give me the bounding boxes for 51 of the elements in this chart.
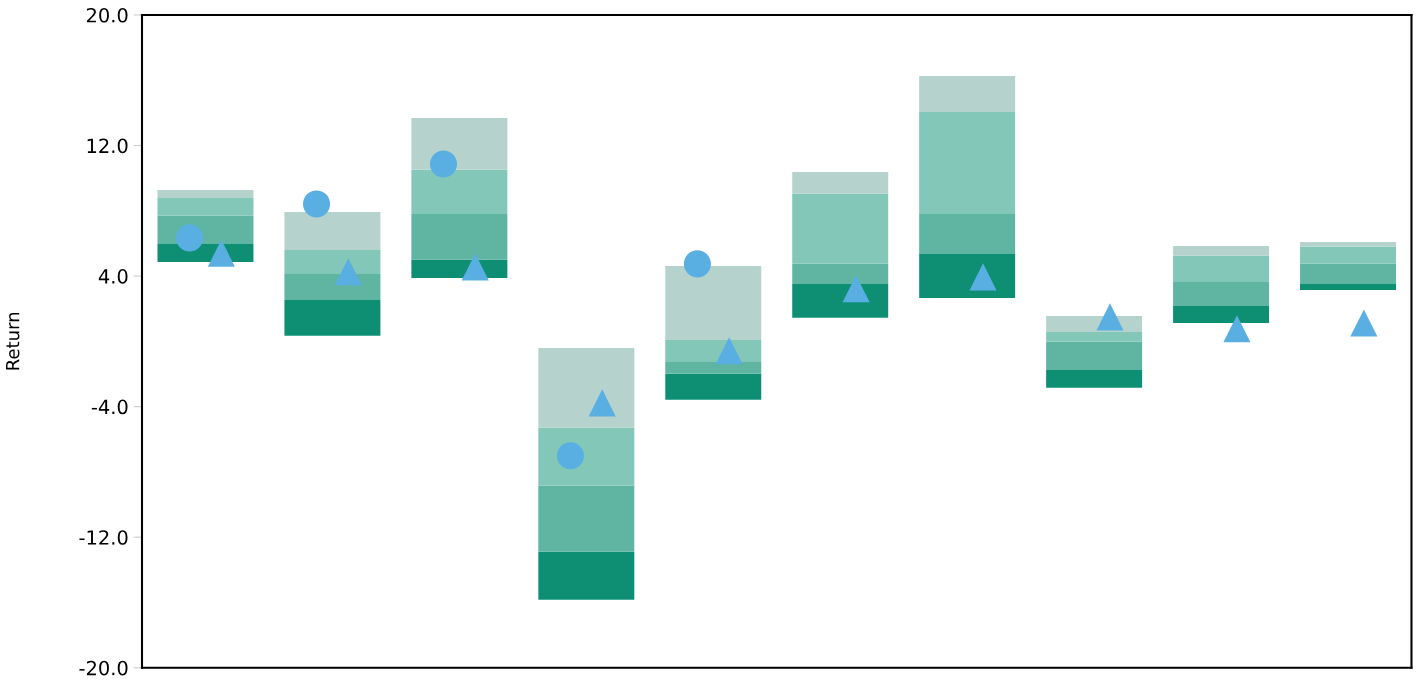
bar xyxy=(665,361,762,374)
point xyxy=(1223,315,1251,343)
y-tick-label: -20.0 xyxy=(79,660,128,676)
point xyxy=(842,275,870,303)
bar xyxy=(919,76,1016,112)
bar xyxy=(1300,246,1396,264)
point xyxy=(715,337,743,365)
bar xyxy=(665,373,762,400)
bar xyxy=(411,169,508,214)
bar xyxy=(1173,245,1270,256)
bar xyxy=(1173,281,1270,306)
bar xyxy=(919,111,1016,214)
point xyxy=(1350,309,1378,337)
bar xyxy=(284,249,381,274)
bar xyxy=(1173,305,1270,323)
bar xyxy=(919,253,1016,298)
bar xyxy=(157,189,254,198)
bar xyxy=(792,263,889,284)
y-tick-label: 12.0 xyxy=(87,138,128,154)
bar xyxy=(1046,369,1143,388)
point xyxy=(1096,303,1124,331)
point xyxy=(461,253,489,281)
bar xyxy=(538,485,635,552)
y-tick-label: -4.0 xyxy=(91,399,128,415)
bar xyxy=(1046,341,1143,370)
bar xyxy=(1046,331,1143,342)
bar xyxy=(157,197,254,216)
point xyxy=(334,258,362,286)
bar xyxy=(792,283,889,318)
y-tick-label: 4.0 xyxy=(98,269,128,284)
bar xyxy=(1300,283,1396,290)
bar xyxy=(538,551,635,600)
bar xyxy=(1300,241,1396,247)
y-axis-title: Return xyxy=(6,312,20,370)
bar xyxy=(284,211,381,250)
bar xyxy=(284,273,381,300)
bar xyxy=(792,193,889,264)
bar xyxy=(411,117,508,170)
y-tick-label: 20.0 xyxy=(86,7,128,23)
bar xyxy=(792,171,889,194)
bar xyxy=(411,213,508,260)
point xyxy=(588,389,616,417)
point xyxy=(207,239,235,267)
bar xyxy=(665,265,762,340)
bar xyxy=(919,213,1016,254)
bar xyxy=(1300,263,1396,284)
bar xyxy=(284,299,381,336)
bar xyxy=(1173,255,1270,282)
y-tick-label: -12.0 xyxy=(79,530,128,545)
bar xyxy=(538,347,635,428)
point xyxy=(969,263,997,291)
